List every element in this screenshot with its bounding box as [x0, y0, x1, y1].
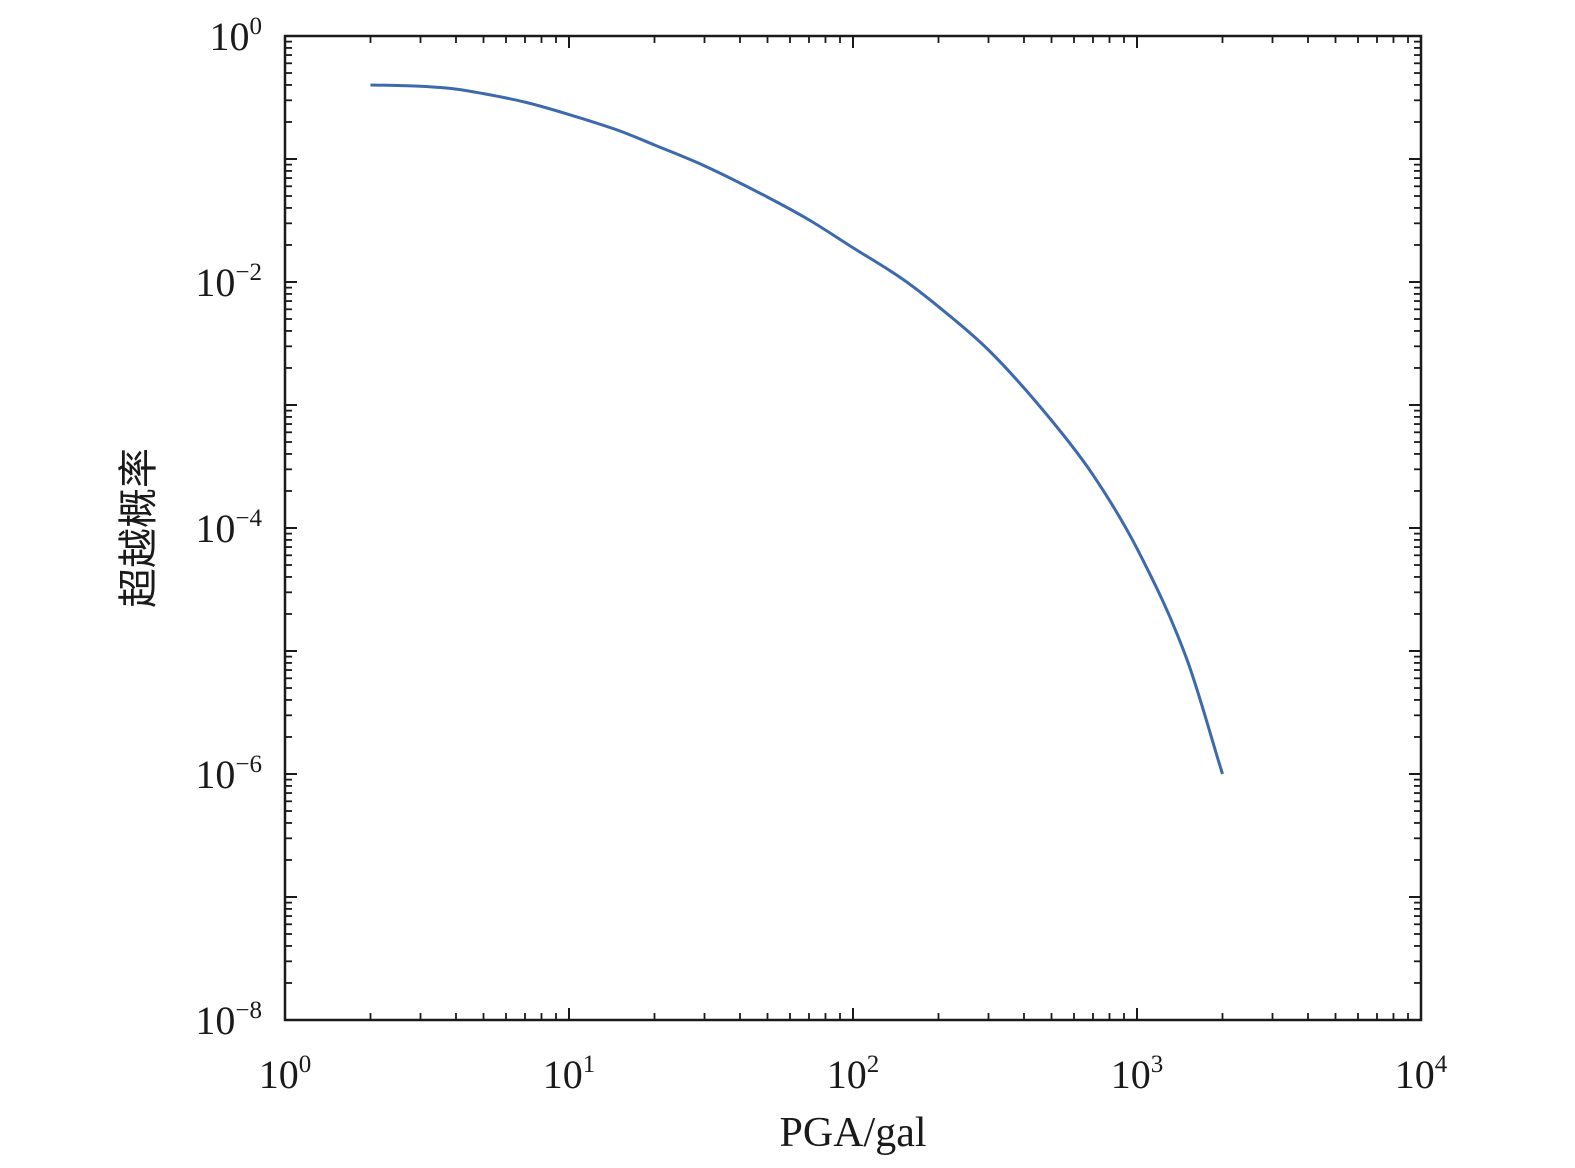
- y-tick-base: 10: [210, 14, 250, 59]
- x-tick-exponent: 4: [1435, 1051, 1448, 1078]
- x-tick-base: 10: [1111, 1052, 1151, 1097]
- y-tick-base: 10: [195, 260, 235, 305]
- series-line: [370, 83, 1224, 775]
- y-tick-exponent: −2: [235, 259, 262, 286]
- y-tick-label: 100: [210, 13, 263, 59]
- y-axis-label: 超越概率: [116, 448, 162, 608]
- series-layer: [370, 83, 1224, 775]
- x-tick-label: 103: [1111, 1051, 1164, 1097]
- x-tick-exponent: 2: [867, 1051, 880, 1078]
- x-tick-label: 104: [1395, 1051, 1448, 1097]
- y-tick-base: 10: [195, 752, 235, 797]
- x-tick-exponent: 1: [583, 1051, 596, 1078]
- major-ticks: [284, 35, 1422, 1021]
- x-tick-labels: 100 101 102 103 104: [259, 1051, 1448, 1097]
- x-tick-base: 10: [1395, 1052, 1435, 1097]
- y-tick-exponent: −8: [235, 997, 262, 1024]
- x-tick-label: 102: [827, 1051, 880, 1097]
- x-tick-base: 10: [543, 1052, 583, 1097]
- y-tick-label: 10−6: [195, 751, 262, 797]
- y-tick-base: 10: [195, 998, 235, 1043]
- x-tick-exponent: 3: [1151, 1051, 1164, 1078]
- x-tick-exponent: 0: [299, 1051, 312, 1078]
- x-axis-label: PGA/gal: [780, 1110, 927, 1156]
- y-tick-exponent: 0: [250, 13, 263, 40]
- y-tick-exponent: −6: [235, 751, 262, 778]
- x-tick-base: 10: [259, 1052, 299, 1097]
- x-tick-label: 100: [259, 1051, 312, 1097]
- y-tick-label: 10−8: [195, 997, 262, 1043]
- y-tick-label: 10−2: [195, 259, 262, 305]
- x-tick-label: 101: [543, 1051, 596, 1097]
- y-tick-exponent: −4: [235, 505, 262, 532]
- plot-frame: [283, 34, 1423, 1022]
- x-tick-base: 10: [827, 1052, 867, 1097]
- minor-ticks: [285, 36, 1421, 1020]
- y-tick-base: 10: [195, 506, 235, 551]
- y-tick-label: 10−4: [195, 505, 262, 551]
